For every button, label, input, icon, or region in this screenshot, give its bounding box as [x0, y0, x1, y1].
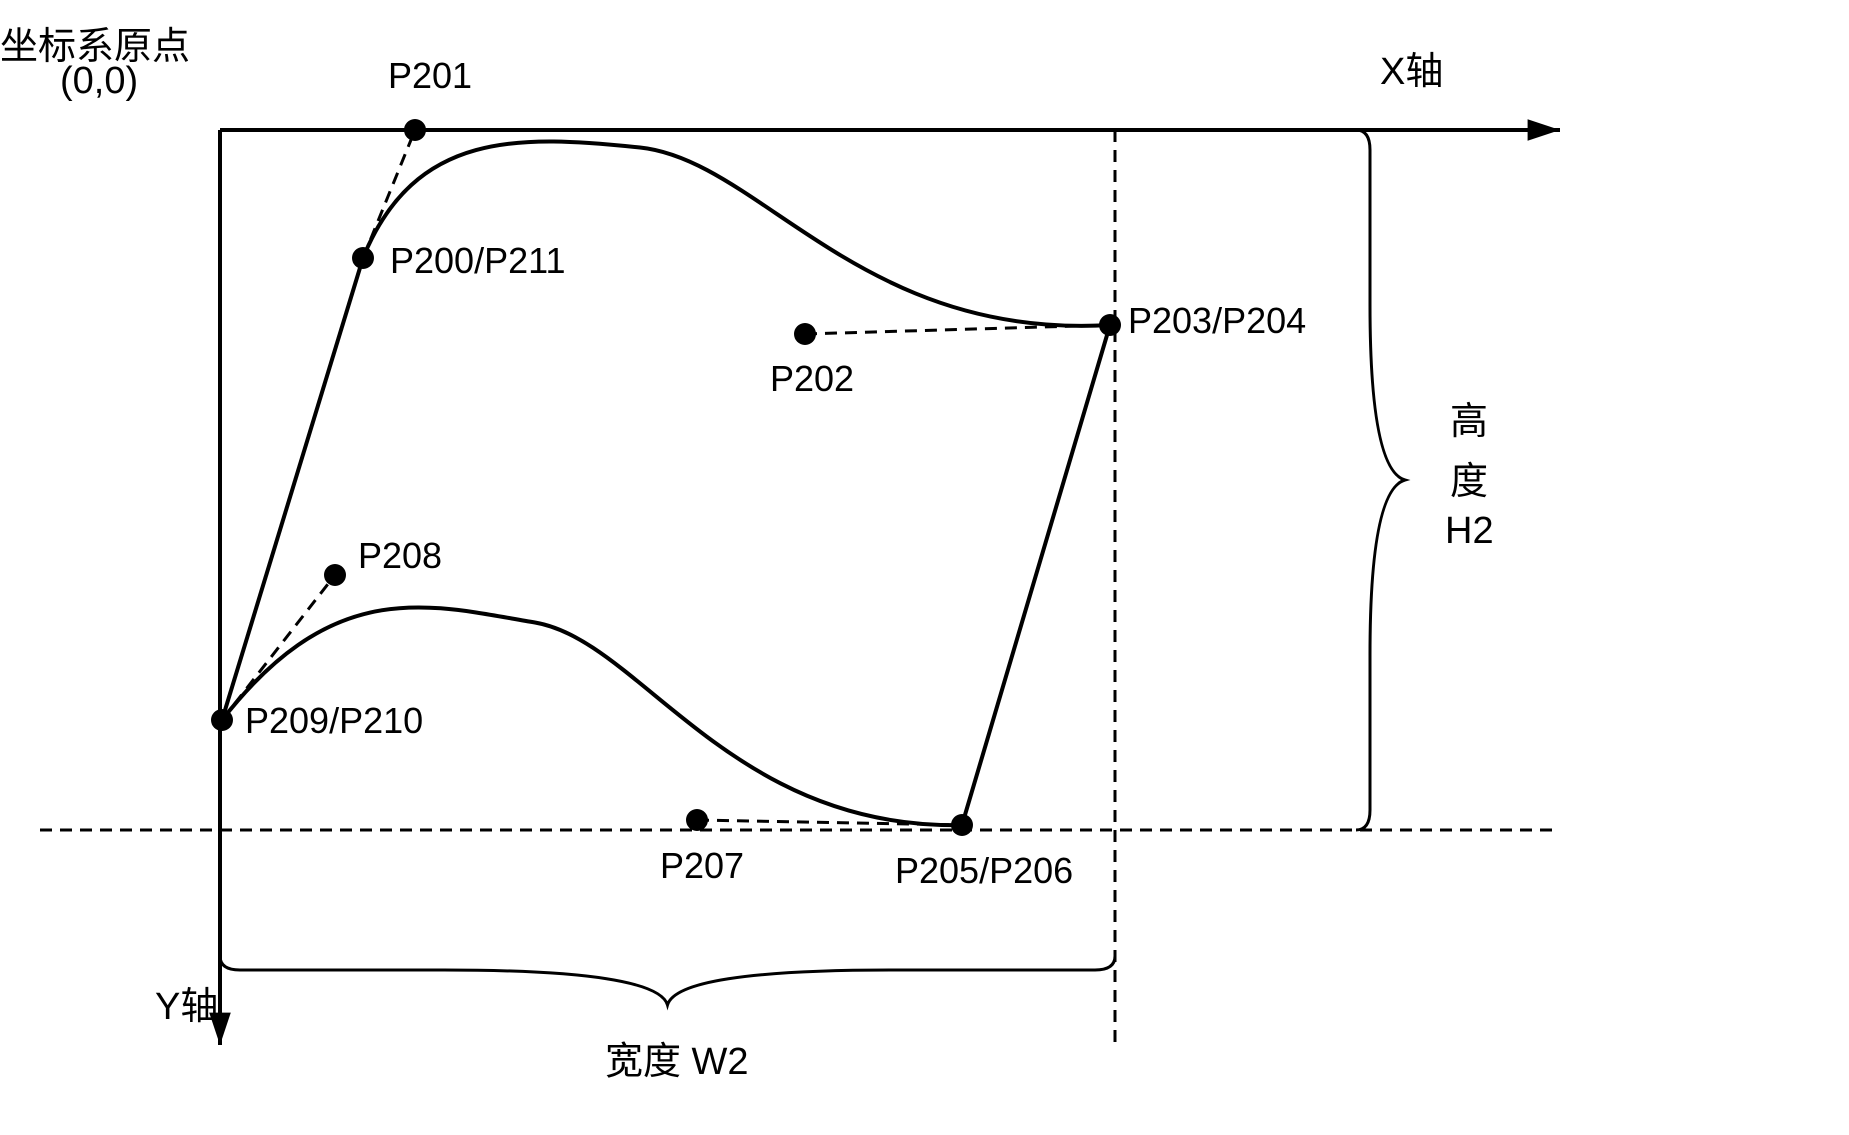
label-p208: P208: [358, 535, 442, 577]
point-P200_P211: [352, 247, 374, 269]
dashed-lines: [40, 130, 1560, 1045]
height-brace: [1356, 130, 1405, 830]
width-brace-label: 宽度 W2: [605, 1030, 749, 1085]
label-p205-p206: P205/P206: [895, 850, 1073, 892]
point-P205_P206: [951, 814, 973, 836]
solid-line_P203_P205: [962, 325, 1110, 825]
label-p200-p211: P200/P211: [390, 240, 565, 282]
width-brace: [220, 956, 1115, 1005]
height-brace-label-1: 高: [1450, 390, 1488, 445]
y-axis-label: Y轴: [155, 975, 218, 1030]
x-axis-label: X轴: [1380, 40, 1443, 95]
point-P207: [686, 809, 708, 831]
coordinate-diagram: [0, 0, 1849, 1135]
label-p203-p204: P203/P204: [1128, 300, 1306, 342]
label-p209-p210: P209/P210: [245, 700, 423, 742]
point-P203_P204: [1099, 314, 1121, 336]
origin-label-line2: (0,0): [60, 60, 138, 103]
height-brace-label-3: H2: [1445, 510, 1494, 553]
point-P209_P210: [211, 709, 233, 731]
label-p202: P202: [770, 358, 854, 400]
top-curve: [363, 141, 1110, 325]
height-brace-label-2: 度: [1450, 450, 1488, 505]
label-p201: P201: [388, 55, 472, 97]
point-P208: [324, 564, 346, 586]
label-p207: P207: [660, 845, 744, 887]
point-P201: [404, 119, 426, 141]
point-P202: [794, 323, 816, 345]
